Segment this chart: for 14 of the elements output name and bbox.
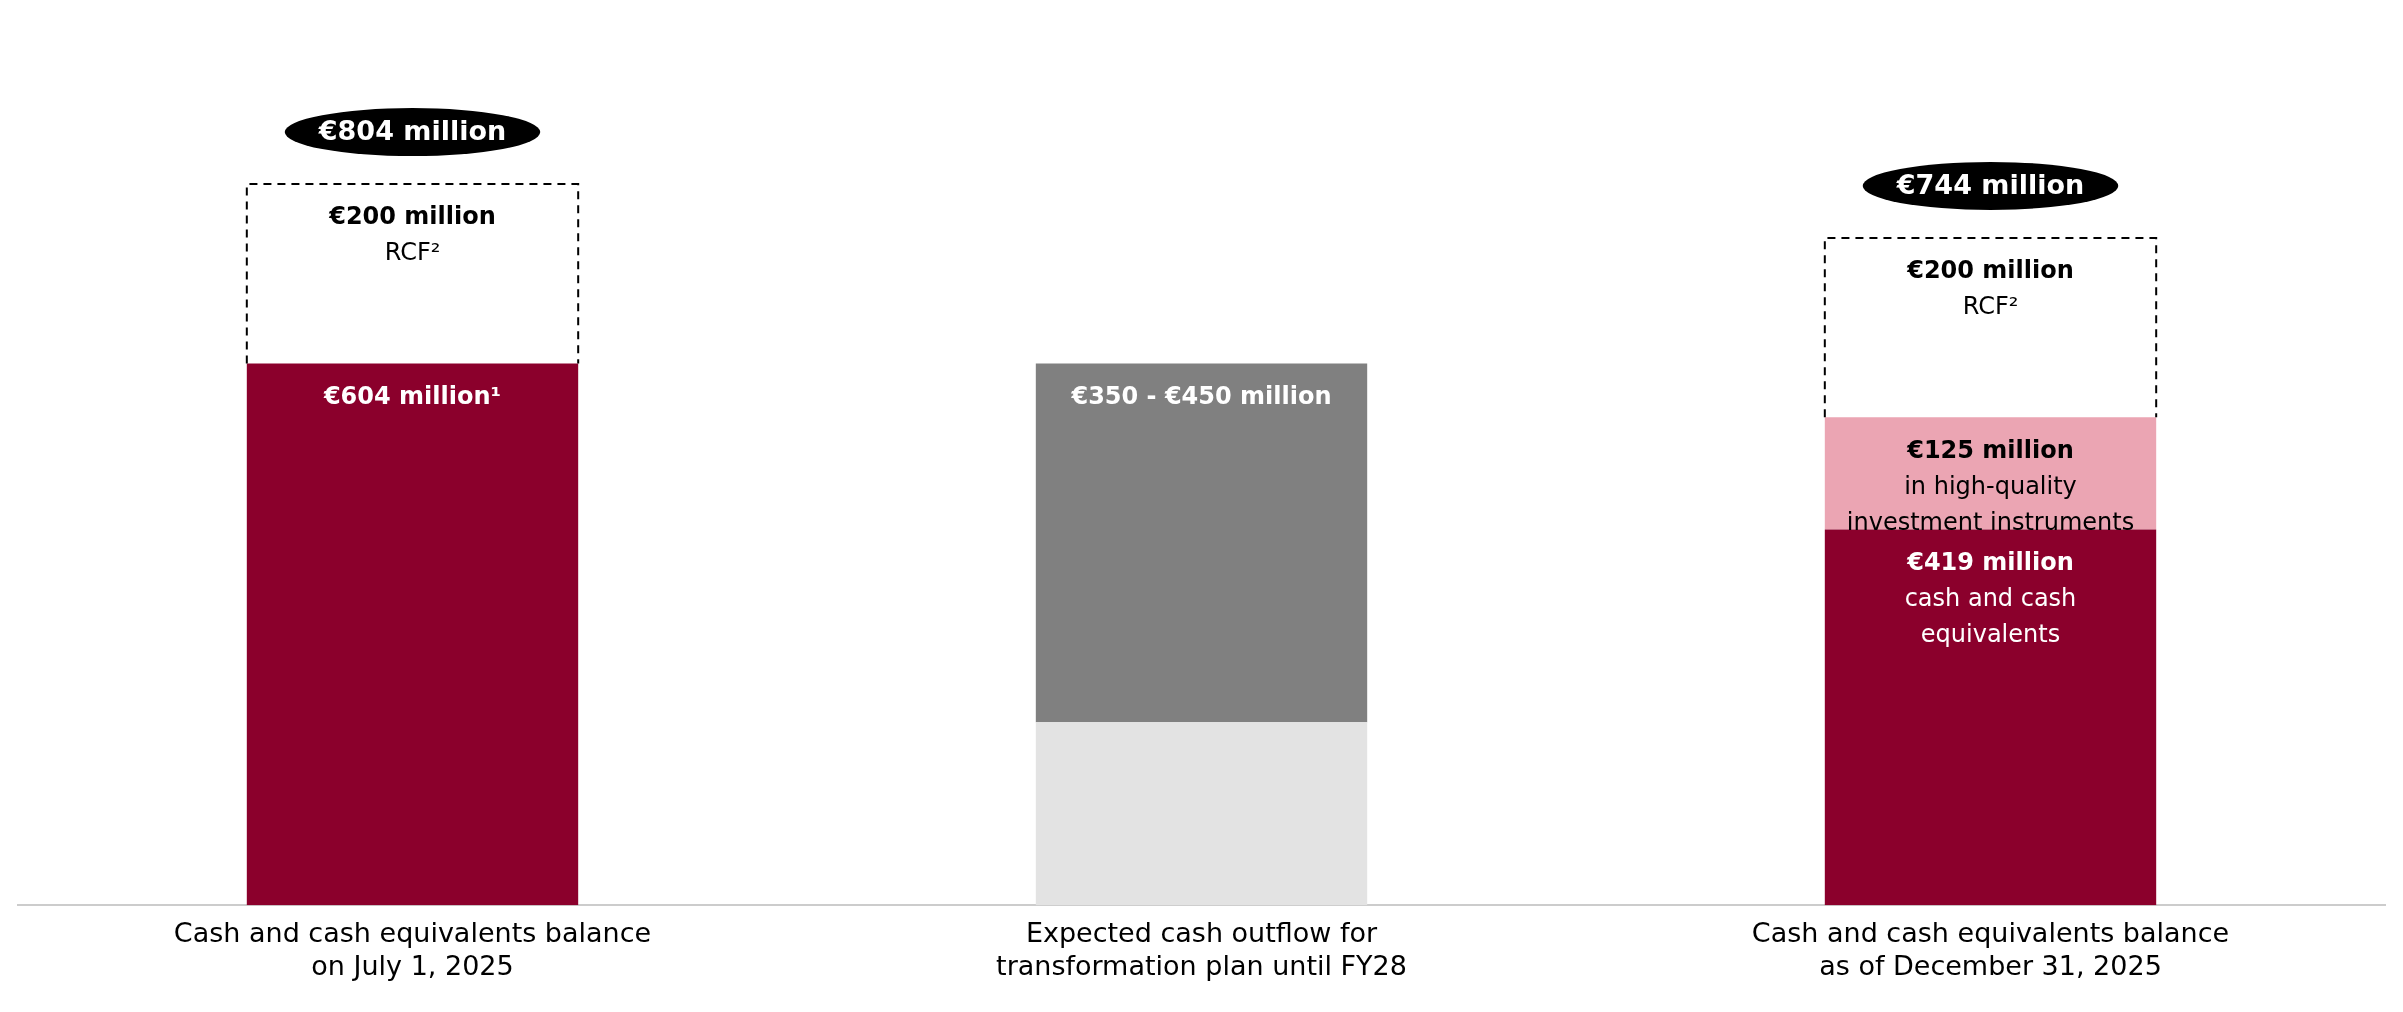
- bar: [1035, 363, 1368, 723]
- x-tick-label: Cash and cash equivalents balance as of December 31, 2025: [1751, 917, 2230, 981]
- total-label: €804 million: [317, 115, 507, 147]
- bar: [1035, 722, 1368, 906]
- annotation: €350 - €450 million: [1070, 381, 1332, 410]
- data-label: €125 million in high-quality investment instruments: [1846, 435, 2135, 536]
- bar: [1824, 529, 2157, 906]
- data-label: €200 million RCF²: [328, 202, 496, 267]
- total-label: €744 million: [1895, 168, 2085, 200]
- data-label: €200 million RCF²: [1906, 256, 2074, 321]
- data-label: €604 million¹: [322, 381, 502, 410]
- x-tick-label: Cash and cash equivalents balance on July 1, 2025: [173, 917, 652, 981]
- x-tick-label: Expected cash outflow for transformation plan until FY28: [996, 917, 1407, 981]
- data-label: €419 million cash and cash equivalents: [1904, 547, 2077, 648]
